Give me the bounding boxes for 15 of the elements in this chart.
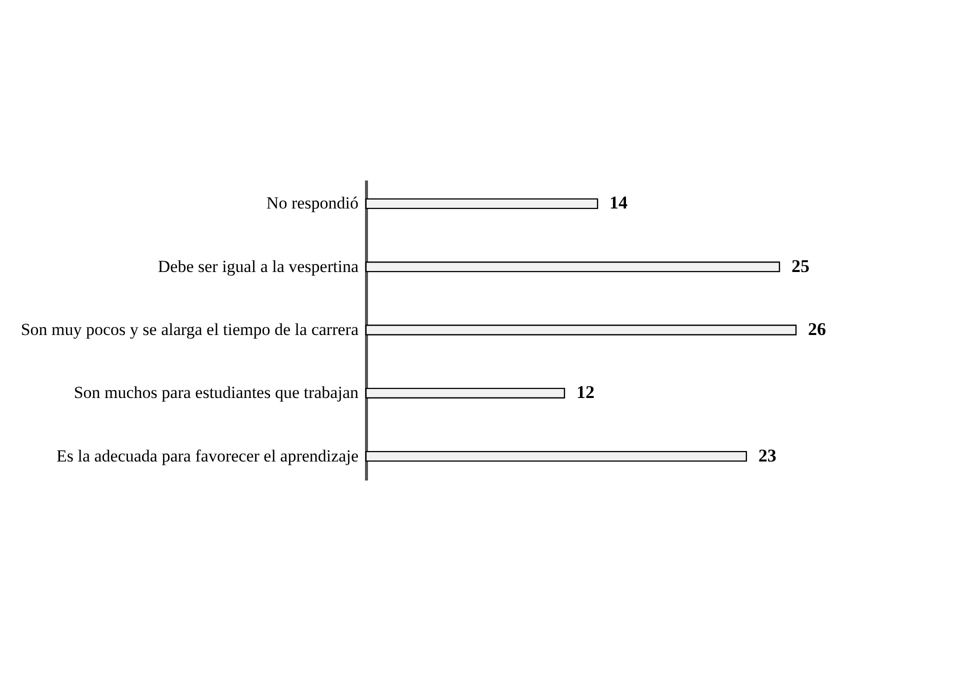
y-tick-label: Son muy pocos y se alarga el tiempo de la carrera xyxy=(20,320,359,339)
bar xyxy=(365,450,747,462)
data-label: 23 xyxy=(758,445,776,466)
bar xyxy=(365,198,598,210)
y-tick-label: Debe ser igual a la vespertina xyxy=(158,256,359,276)
data-label: 12 xyxy=(576,382,594,402)
data-label: 14 xyxy=(610,192,628,213)
bar xyxy=(365,262,780,272)
bar xyxy=(365,324,797,336)
y-tick-label: Es la adecuada para favorecer el aprendizaje xyxy=(56,446,358,466)
data-label: 25 xyxy=(791,256,810,276)
data-label: 26 xyxy=(808,319,826,339)
bar xyxy=(365,388,566,398)
y-tick-label: Son muchos para estudiantes que trabajan xyxy=(74,383,359,402)
y-tick-label: No respondió xyxy=(266,194,358,213)
